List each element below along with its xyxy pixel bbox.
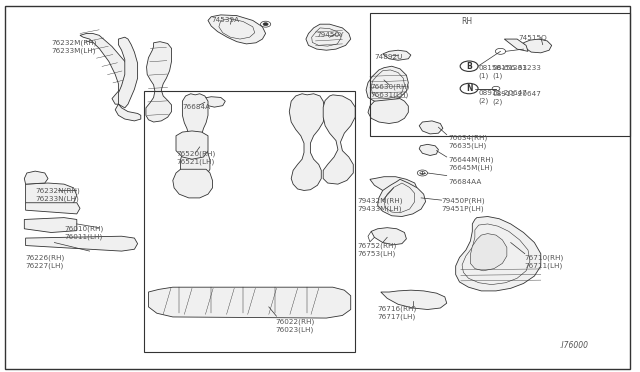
Text: 74539A: 74539A <box>211 17 239 23</box>
Polygon shape <box>381 290 447 310</box>
Circle shape <box>532 43 541 48</box>
Circle shape <box>492 86 500 91</box>
Polygon shape <box>378 179 426 217</box>
Polygon shape <box>173 169 212 198</box>
Circle shape <box>260 21 271 27</box>
Polygon shape <box>26 183 77 210</box>
Bar <box>370 13 630 136</box>
Polygon shape <box>383 50 411 60</box>
Polygon shape <box>112 91 131 104</box>
Polygon shape <box>289 94 325 190</box>
Bar <box>144 91 355 352</box>
Polygon shape <box>524 39 552 53</box>
Circle shape <box>460 83 478 94</box>
Polygon shape <box>419 144 438 155</box>
Polygon shape <box>323 95 355 184</box>
Polygon shape <box>180 94 210 180</box>
Text: B: B <box>467 62 472 71</box>
Text: 76710(RH)
76711(LH): 76710(RH) 76711(LH) <box>525 255 564 269</box>
Circle shape <box>417 170 428 176</box>
Text: 76520(RH)
76521(LH): 76520(RH) 76521(LH) <box>176 151 215 165</box>
Text: 08156-61233
(1): 08156-61233 (1) <box>493 65 541 79</box>
Polygon shape <box>26 203 80 214</box>
Polygon shape <box>208 15 266 44</box>
Text: 76630(RH)
76631(LH): 76630(RH) 76631(LH) <box>370 84 409 98</box>
Text: 76752(RH)
76753(LH): 76752(RH) 76753(LH) <box>357 243 396 257</box>
Text: .I76000: .I76000 <box>560 341 589 350</box>
Text: 74892U: 74892U <box>374 54 403 60</box>
Polygon shape <box>80 33 131 95</box>
Polygon shape <box>176 131 208 159</box>
Polygon shape <box>202 97 225 107</box>
Text: 08156-61233
(1): 08156-61233 (1) <box>479 65 527 79</box>
Text: 76634(RH)
76635(LH): 76634(RH) 76635(LH) <box>448 135 487 149</box>
Text: 76010(RH)
76011(LH): 76010(RH) 76011(LH) <box>64 225 103 240</box>
Polygon shape <box>504 39 528 51</box>
Polygon shape <box>306 24 351 50</box>
Circle shape <box>209 100 218 105</box>
Polygon shape <box>118 37 138 108</box>
Polygon shape <box>368 99 408 124</box>
Circle shape <box>460 61 478 71</box>
Polygon shape <box>26 236 138 251</box>
Polygon shape <box>456 217 541 291</box>
Polygon shape <box>370 177 417 195</box>
Circle shape <box>263 23 268 26</box>
Polygon shape <box>24 218 77 232</box>
Circle shape <box>420 171 425 174</box>
Polygon shape <box>470 234 507 271</box>
Polygon shape <box>24 171 48 184</box>
Polygon shape <box>419 121 443 134</box>
Text: 76684AA: 76684AA <box>448 179 481 185</box>
Text: 76232M(RH)
76233M(LH): 76232M(RH) 76233M(LH) <box>51 39 97 54</box>
Polygon shape <box>366 66 408 102</box>
Text: N: N <box>466 84 472 93</box>
Text: RH: RH <box>461 17 472 26</box>
Text: 76684A: 76684A <box>182 104 211 110</box>
Text: 79432M(RH)
79433M(LH): 79432M(RH) 79433M(LH) <box>357 198 403 212</box>
Text: 76716(RH)
76717(LH): 76716(RH) 76717(LH) <box>378 306 417 320</box>
Polygon shape <box>148 287 351 318</box>
Text: 79450P(RH)
79451P(LH): 79450P(RH) 79451P(LH) <box>442 198 485 212</box>
Text: 76644M(RH)
76645M(LH): 76644M(RH) 76645M(LH) <box>448 157 493 171</box>
Text: 08911-20647
(2): 08911-20647 (2) <box>479 90 527 104</box>
Text: 74515Q: 74515Q <box>518 35 547 41</box>
Polygon shape <box>115 104 141 121</box>
Circle shape <box>495 48 506 54</box>
Polygon shape <box>371 228 406 245</box>
Text: 79450Y: 79450Y <box>317 32 344 38</box>
Text: 08911-20647
(2): 08911-20647 (2) <box>493 91 541 105</box>
Text: 76232N(RH)
76233N(LH): 76232N(RH) 76233N(LH) <box>35 188 80 202</box>
Circle shape <box>424 148 432 152</box>
Text: 76022(RH)
76023(LH): 76022(RH) 76023(LH) <box>275 318 314 333</box>
Polygon shape <box>146 42 172 122</box>
Text: 76226(RH)
76227(LH): 76226(RH) 76227(LH) <box>26 255 65 269</box>
